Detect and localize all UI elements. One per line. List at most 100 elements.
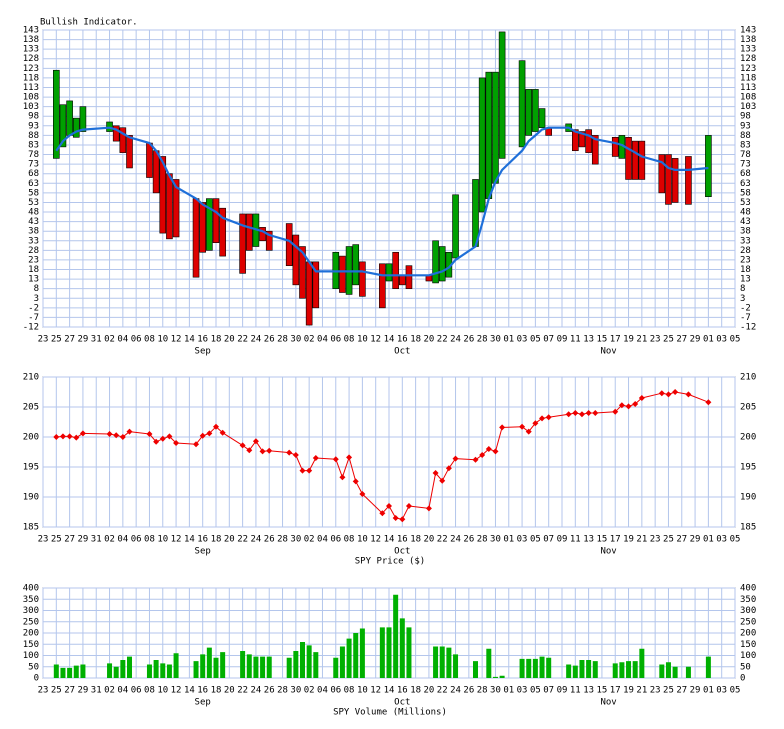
x-tick-label: 27: [64, 535, 75, 545]
y-tick-label-left: 190: [23, 493, 39, 503]
x-tick-label: 17: [610, 335, 621, 345]
indicator-bar: [631, 140, 639, 180]
x-tick-label: 16: [397, 335, 408, 345]
volume-bar: [339, 646, 345, 678]
indicator-bar: [126, 135, 133, 169]
price-marker: [565, 411, 572, 418]
price-marker: [193, 441, 200, 448]
y-tick-label-left: 33: [28, 236, 39, 246]
volume-bar: [260, 656, 266, 678]
x-tick-label: 20: [224, 686, 235, 696]
x-tick-label: 10: [357, 535, 368, 545]
y-tick-label-right: 53: [740, 198, 751, 208]
indicator-bar: [432, 240, 439, 284]
price-marker: [239, 442, 246, 449]
x-tick-label: 09: [557, 535, 568, 545]
x-tick-label: 13: [583, 535, 594, 545]
price-marker: [339, 474, 346, 481]
y-tick-label-right: 108: [740, 93, 756, 103]
x-tick-label: 10: [357, 686, 368, 696]
y-tick-label-left: 200: [23, 629, 39, 639]
indicator-bar: [265, 230, 273, 251]
y-tick-label-left: 68: [28, 169, 39, 179]
volume-bar: [632, 661, 638, 678]
volume-bar: [586, 660, 592, 678]
x-tick-label: 17: [610, 686, 621, 696]
volume-bar: [253, 656, 259, 678]
x-tick-label: 14: [184, 335, 195, 345]
x-tick-label: 10: [157, 335, 168, 345]
x-tick-label: 12: [370, 686, 381, 696]
y-tick-label-left: 50: [28, 662, 39, 672]
y-tick-label-right: 113: [740, 83, 756, 93]
x-tick-label: 18: [410, 686, 421, 696]
x-tick-label: 02: [104, 686, 115, 696]
price-marker: [439, 477, 446, 484]
indicator-bar: [379, 263, 386, 309]
y-tick-label-left: 118: [23, 73, 39, 83]
price-marker: [612, 408, 619, 415]
x-tick-label: 04: [317, 535, 328, 545]
y-tick-label-right: 150: [740, 640, 756, 650]
x-tick-label: 04: [117, 335, 128, 345]
x-tick-label: 23: [38, 686, 49, 696]
month-label: Sep: [195, 547, 211, 557]
x-tick-label: 06: [131, 535, 142, 545]
indicator-bar: [532, 89, 539, 132]
y-tick-label-left: 88: [28, 131, 39, 141]
volume-bar: [519, 658, 525, 678]
volume-bar: [193, 661, 199, 678]
x-tick-label: 27: [64, 686, 75, 696]
x-tick-label: 23: [650, 535, 661, 545]
volume-bar: [346, 638, 352, 678]
indicator-bar: [452, 194, 459, 259]
indicator-bar: [172, 179, 180, 238]
indicator-bar: [478, 77, 486, 213]
y-tick-label-right: 195: [740, 463, 756, 473]
y-tick-label-left: 93: [28, 121, 39, 131]
x-tick-label: 17: [610, 535, 621, 545]
indicator-bar: [292, 234, 300, 286]
price-marker: [672, 389, 679, 395]
indicator-bar: [152, 150, 160, 194]
x-tick-label: 06: [131, 686, 142, 696]
x-tick-label: 25: [663, 535, 674, 545]
price-marker: [59, 433, 66, 440]
price-marker: [532, 420, 539, 427]
y-tick-label-right: 185: [740, 523, 756, 533]
x-tick-label: 07: [543, 686, 554, 696]
volume-bar: [286, 657, 292, 678]
y-tick-label-right: 205: [740, 403, 756, 413]
x-tick-label: 26: [264, 686, 275, 696]
volume-bar: [293, 651, 299, 678]
y-tick-label-left: 38: [28, 227, 39, 237]
price-marker: [113, 432, 120, 439]
x-tick-label: 08: [144, 686, 155, 696]
price-marker: [445, 465, 452, 472]
x-tick-label: 25: [51, 535, 62, 545]
price-marker: [545, 414, 552, 421]
x-tick-label: 11: [570, 686, 581, 696]
x-tick-label: 15: [597, 535, 608, 545]
y-tick-label-left: 138: [23, 35, 39, 45]
volume-bar: [107, 663, 113, 678]
x-tick-label: 14: [184, 686, 195, 696]
y-tick-label-right: 98: [740, 112, 751, 122]
x-tick-label: 06: [330, 535, 341, 545]
y-tick-label-left: -7: [28, 313, 39, 323]
x-tick-label: 21: [636, 686, 647, 696]
indicator-bar: [385, 263, 393, 282]
x-tick-label: 23: [38, 535, 49, 545]
price-marker: [73, 434, 80, 441]
volume-bar: [153, 660, 159, 678]
x-tick-label: 12: [370, 335, 381, 345]
month-label: Sep: [195, 347, 211, 357]
volume-bar: [399, 618, 405, 678]
x-tick-label: 22: [437, 335, 448, 345]
volume-bar: [566, 664, 572, 678]
y-tick-label-right: 143: [740, 26, 756, 36]
x-tick-label: 23: [650, 686, 661, 696]
price-marker: [519, 423, 526, 430]
volume-bar: [433, 646, 439, 678]
y-tick-label-right: 18: [740, 265, 751, 275]
